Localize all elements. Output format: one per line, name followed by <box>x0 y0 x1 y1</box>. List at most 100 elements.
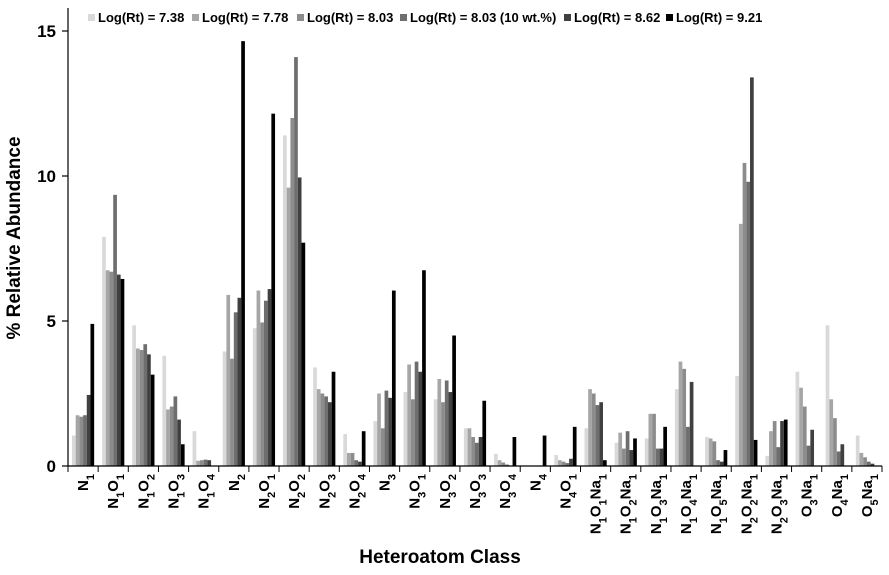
bar <box>591 393 596 466</box>
bar <box>655 448 660 466</box>
bar <box>674 389 679 466</box>
legend-label: Log(Rt) = 9.21 <box>676 10 762 25</box>
bar <box>475 442 479 466</box>
bar <box>86 394 91 466</box>
bar <box>602 460 607 466</box>
bar <box>716 460 720 466</box>
bar <box>207 460 212 466</box>
bar <box>765 455 770 466</box>
x-tick-label: N2O1 <box>256 474 278 509</box>
y-axis-title: % Relative Abundance <box>4 136 25 339</box>
x-tick-label: N4 <box>527 473 549 491</box>
legend-swatch <box>666 14 673 21</box>
bar <box>301 242 306 466</box>
x-tick-label: N2 <box>226 474 248 491</box>
bar <box>840 444 845 466</box>
bar <box>256 290 261 466</box>
bar <box>173 396 178 466</box>
bar <box>799 387 803 466</box>
bar <box>712 441 717 466</box>
x-axis-title: Heteroatom Class <box>359 547 521 568</box>
bar <box>105 270 110 466</box>
bar <box>708 438 713 466</box>
bar <box>316 389 321 466</box>
bar <box>143 344 148 466</box>
bar <box>433 399 438 466</box>
bar <box>652 413 656 466</box>
bar <box>139 350 144 466</box>
y-tick-label: 10 <box>37 167 56 186</box>
bar <box>444 380 449 466</box>
x-tick-label: O3Na1 <box>799 474 821 517</box>
legend-swatch <box>192 14 199 21</box>
bar <box>361 431 366 466</box>
bar <box>565 463 570 466</box>
x-tick-label: N3O1 <box>407 474 429 509</box>
bar <box>347 452 351 466</box>
x-tick-label: N2O2Na1 <box>738 474 760 534</box>
x-tick-label: N3O2 <box>437 474 459 509</box>
bar <box>354 460 359 466</box>
bar <box>203 459 208 466</box>
legend: Log(Rt) = 7.38 Log(Rt) = 7.78 Log(Rt) = 8.… <box>88 10 762 25</box>
bar <box>719 461 724 466</box>
bar <box>297 177 302 466</box>
bar <box>271 113 276 467</box>
bar <box>79 416 84 466</box>
bar <box>471 437 475 466</box>
bar <box>411 399 415 466</box>
bar <box>783 419 788 466</box>
bar <box>391 290 396 466</box>
bar <box>705 437 709 466</box>
bar <box>327 402 332 466</box>
x-axis <box>67 465 883 472</box>
bar <box>71 435 76 466</box>
legend-label: Log(Rt) = 8.03 <box>307 10 393 25</box>
bar <box>226 294 231 466</box>
bar <box>629 450 634 466</box>
bar <box>497 460 502 466</box>
bar <box>776 447 781 466</box>
bar <box>478 437 483 466</box>
bar <box>569 458 573 466</box>
y-tick-label: 5 <box>47 312 56 331</box>
bar <box>320 393 325 466</box>
bar <box>233 312 238 466</box>
bar <box>780 421 784 466</box>
bar <box>659 448 664 466</box>
bar <box>75 415 80 466</box>
bar <box>358 461 362 466</box>
bars <box>71 41 875 467</box>
x-tick-labels: N1 N1O1 N1O2 N1O3 N1O4 N2 N2O1 N2O2 N2O3 N2O4 N3 N3… <box>75 473 881 534</box>
bar <box>663 426 667 466</box>
bar <box>542 435 547 466</box>
bar <box>686 426 690 466</box>
y-tick-label: 15 <box>37 22 56 41</box>
x-tick-label: N1 <box>75 474 97 491</box>
bar <box>772 421 777 466</box>
bar <box>825 325 830 466</box>
y-tick-label: 0 <box>47 457 56 476</box>
bar <box>437 379 442 466</box>
legend-swatch <box>564 14 571 21</box>
x-tick-label: N1O2 <box>135 474 157 509</box>
x-tick-label: O4Na1 <box>829 474 851 517</box>
bar <box>463 428 468 466</box>
bar <box>83 415 87 466</box>
bar <box>230 358 234 466</box>
bar <box>260 322 264 466</box>
x-tick-label: N2O3 <box>316 474 338 509</box>
x-tick-label: N1O3Na1 <box>648 474 670 534</box>
bar <box>689 381 694 466</box>
bar <box>859 452 864 466</box>
bar <box>806 445 811 466</box>
x-tick-label: N1O3 <box>166 474 188 509</box>
x-tick-label: O5Na1 <box>859 474 881 517</box>
bar <box>738 223 743 466</box>
bar <box>561 461 566 466</box>
bar <box>388 397 392 466</box>
bar <box>199 460 204 466</box>
bar <box>283 135 287 466</box>
bar <box>109 271 114 466</box>
bar <box>723 450 728 466</box>
